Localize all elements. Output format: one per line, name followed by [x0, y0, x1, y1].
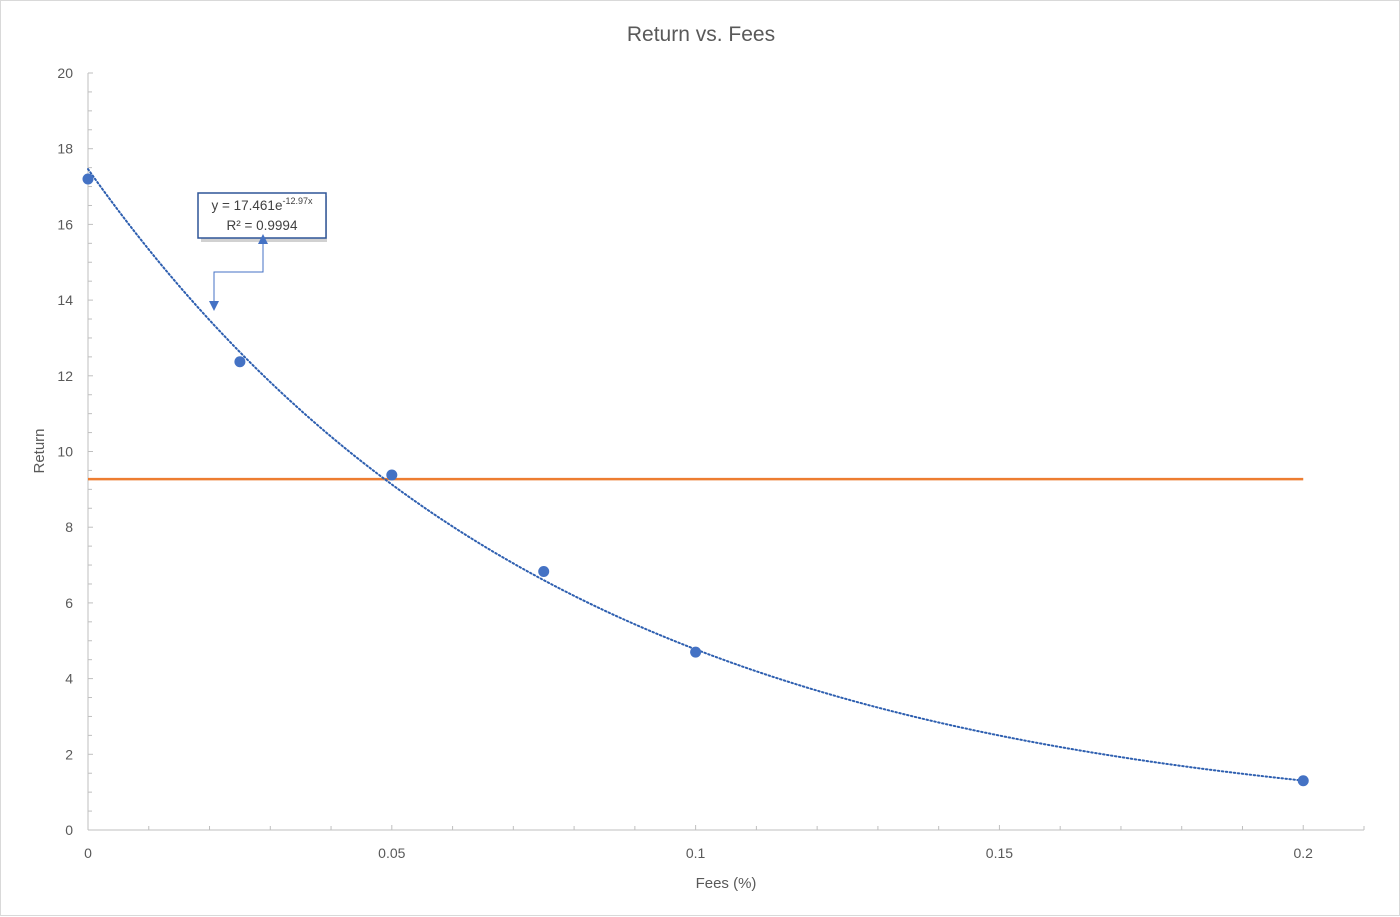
x-tick-label: 0.1	[686, 845, 706, 861]
trendline-path	[87, 168, 1305, 782]
callout-arrow-down-icon	[209, 301, 219, 311]
y-tick-label: 8	[65, 519, 73, 535]
trendline-equation-exponent: -12.97x	[282, 196, 313, 206]
trendline-equation-callout[interactable]: y = 17.461e-12.97x R² = 0.9994	[197, 192, 327, 311]
trendline-equation-base: y = 17.461e	[212, 198, 283, 213]
y-axis-label: Return	[31, 428, 48, 473]
callout-leader-line	[213, 239, 264, 303]
axes: 0 2 4 6 8 10 12 14 16 18 20 0 0.05 0.1 0.15 0.2	[57, 65, 1365, 861]
y-tick-label: 2	[65, 746, 73, 762]
x-axis-label: Fees (%)	[696, 875, 757, 892]
x-tick-label: 0.15	[986, 845, 1013, 861]
y-tick-label: 6	[65, 595, 73, 611]
data-point	[538, 565, 550, 577]
y-tick-label: 18	[57, 141, 73, 157]
x-tick-label: 0.05	[378, 845, 405, 861]
x-tick-label: 0	[84, 845, 92, 861]
y-tick-label: 12	[57, 368, 73, 384]
trendline-layer	[87, 168, 1305, 782]
y-tick-label: 4	[65, 671, 73, 687]
data-points	[82, 173, 1309, 787]
y-tick-label: 10	[57, 444, 73, 460]
y-tick-label: 0	[65, 822, 73, 838]
trendline-r-squared: R² = 0.9994	[227, 218, 298, 233]
trendline-equation: y = 17.461e-12.97x	[212, 196, 313, 213]
data-point	[82, 173, 94, 185]
y-tick-label: 20	[57, 65, 73, 81]
data-point	[1297, 775, 1309, 787]
callout-box[interactable]	[197, 192, 327, 239]
y-tick-label: 14	[57, 292, 73, 308]
chart-title: Return vs. Fees	[627, 23, 775, 46]
data-point	[234, 356, 246, 368]
y-tick-label: 16	[57, 216, 73, 232]
x-tick-label: 0.2	[1294, 845, 1314, 861]
callout-arrow-up-icon	[258, 234, 268, 244]
data-point	[386, 469, 398, 481]
data-point	[690, 646, 702, 658]
